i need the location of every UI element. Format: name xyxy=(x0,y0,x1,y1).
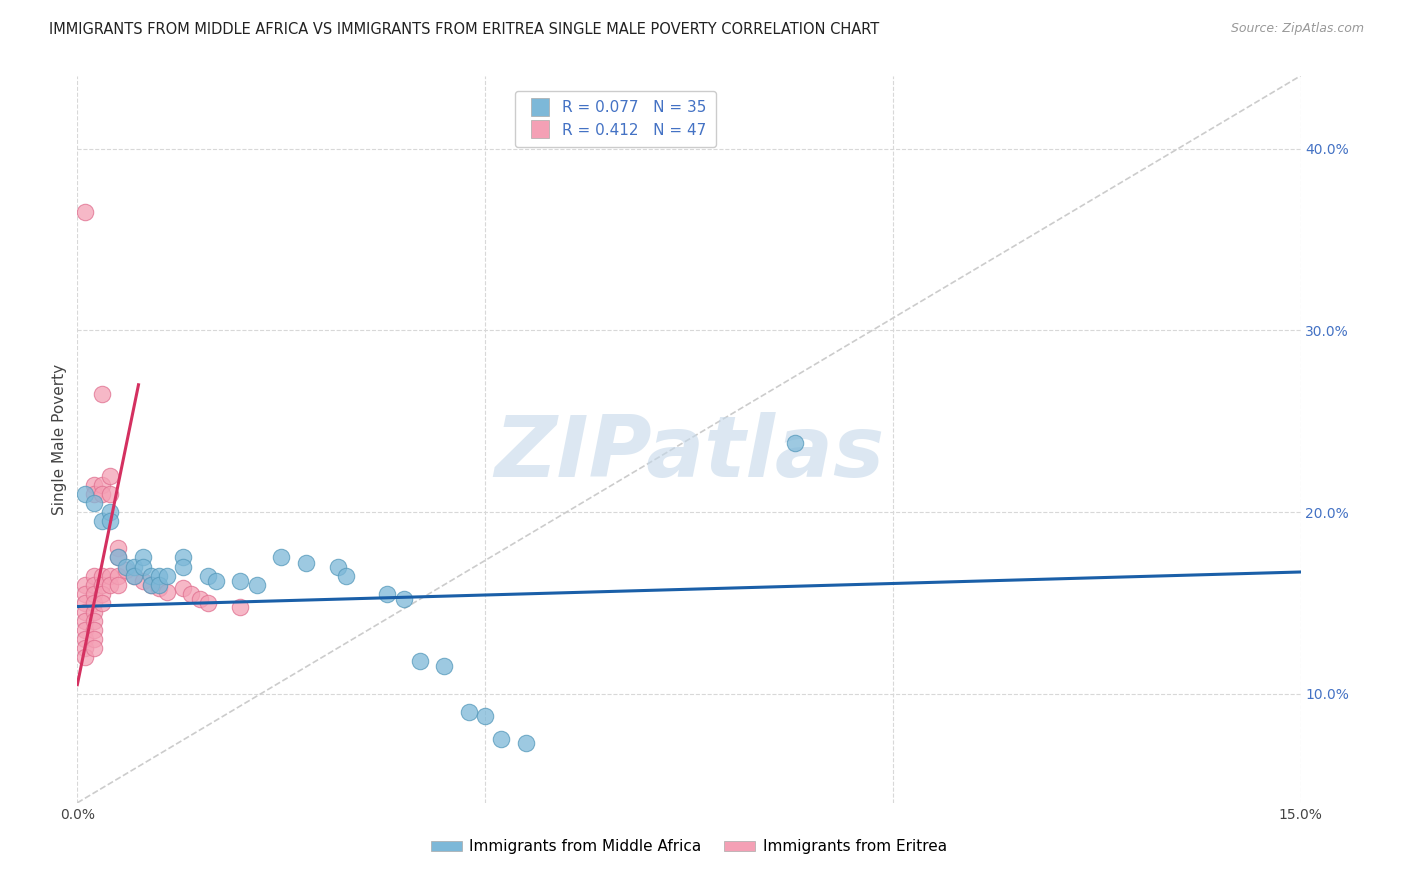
Point xyxy=(90,596,112,610)
Point xyxy=(83,632,105,647)
Point xyxy=(270,550,292,565)
Point xyxy=(197,596,219,610)
Point xyxy=(172,582,194,596)
Legend: Immigrants from Middle Africa, Immigrants from Eritrea: Immigrants from Middle Africa, Immigrant… xyxy=(425,833,953,861)
Point xyxy=(98,578,121,592)
Point xyxy=(139,578,162,592)
Text: IMMIGRANTS FROM MIDDLE AFRICA VS IMMIGRANTS FROM ERITREA SINGLE MALE POVERTY COR: IMMIGRANTS FROM MIDDLE AFRICA VS IMMIGRA… xyxy=(49,22,880,37)
Point xyxy=(328,559,350,574)
Point xyxy=(75,205,97,219)
Point xyxy=(491,732,513,747)
Point xyxy=(75,641,97,656)
Point xyxy=(90,514,112,528)
Point xyxy=(98,468,121,483)
Point xyxy=(409,654,432,668)
Point xyxy=(83,623,105,637)
Point xyxy=(783,436,806,450)
Point xyxy=(98,568,121,582)
Point xyxy=(188,592,211,607)
Point xyxy=(75,487,97,501)
Point xyxy=(392,592,415,607)
Point xyxy=(75,650,97,665)
Point xyxy=(139,578,162,592)
Y-axis label: Single Male Poverty: Single Male Poverty xyxy=(52,364,67,515)
Point xyxy=(180,587,202,601)
Point xyxy=(107,568,129,582)
Point xyxy=(90,487,112,501)
Point xyxy=(98,505,121,519)
Point xyxy=(107,578,129,592)
Point xyxy=(294,556,316,570)
Point xyxy=(107,550,129,565)
Point xyxy=(75,605,97,619)
Point xyxy=(172,550,194,565)
Point xyxy=(83,596,105,610)
Point xyxy=(124,559,146,574)
Point xyxy=(75,632,97,647)
Point xyxy=(197,568,219,582)
Point xyxy=(75,623,97,637)
Point xyxy=(139,568,162,582)
Point xyxy=(124,568,146,582)
Point xyxy=(124,568,146,582)
Point xyxy=(83,578,105,592)
Point xyxy=(433,659,456,673)
Point xyxy=(75,596,97,610)
Point xyxy=(375,587,398,601)
Point xyxy=(335,568,357,582)
Point xyxy=(148,568,170,582)
Point xyxy=(107,541,129,556)
Point xyxy=(131,574,153,588)
Point xyxy=(90,568,112,582)
Text: ZIPatlas: ZIPatlas xyxy=(494,412,884,495)
Point xyxy=(131,550,153,565)
Point xyxy=(83,614,105,628)
Point xyxy=(83,587,105,601)
Point xyxy=(75,614,97,628)
Point xyxy=(148,582,170,596)
Point xyxy=(474,708,496,723)
Point xyxy=(83,477,105,491)
Point xyxy=(83,641,105,656)
Point xyxy=(83,605,105,619)
Text: Source: ZipAtlas.com: Source: ZipAtlas.com xyxy=(1230,22,1364,36)
Point xyxy=(83,568,105,582)
Point xyxy=(205,574,228,588)
Point xyxy=(229,574,252,588)
Point xyxy=(83,496,105,510)
Point xyxy=(115,563,138,577)
Point xyxy=(246,578,269,592)
Point xyxy=(457,705,479,719)
Point xyxy=(156,568,179,582)
Point xyxy=(90,387,112,401)
Point xyxy=(98,514,121,528)
Point xyxy=(156,585,179,599)
Point xyxy=(107,550,129,565)
Point xyxy=(90,578,112,592)
Point xyxy=(131,559,153,574)
Point xyxy=(75,587,97,601)
Point xyxy=(515,736,537,750)
Point xyxy=(90,587,112,601)
Point xyxy=(83,487,105,501)
Point xyxy=(115,559,138,574)
Point xyxy=(172,559,194,574)
Point xyxy=(229,599,252,614)
Point xyxy=(75,578,97,592)
Point xyxy=(90,477,112,491)
Point xyxy=(98,487,121,501)
Point xyxy=(148,578,170,592)
